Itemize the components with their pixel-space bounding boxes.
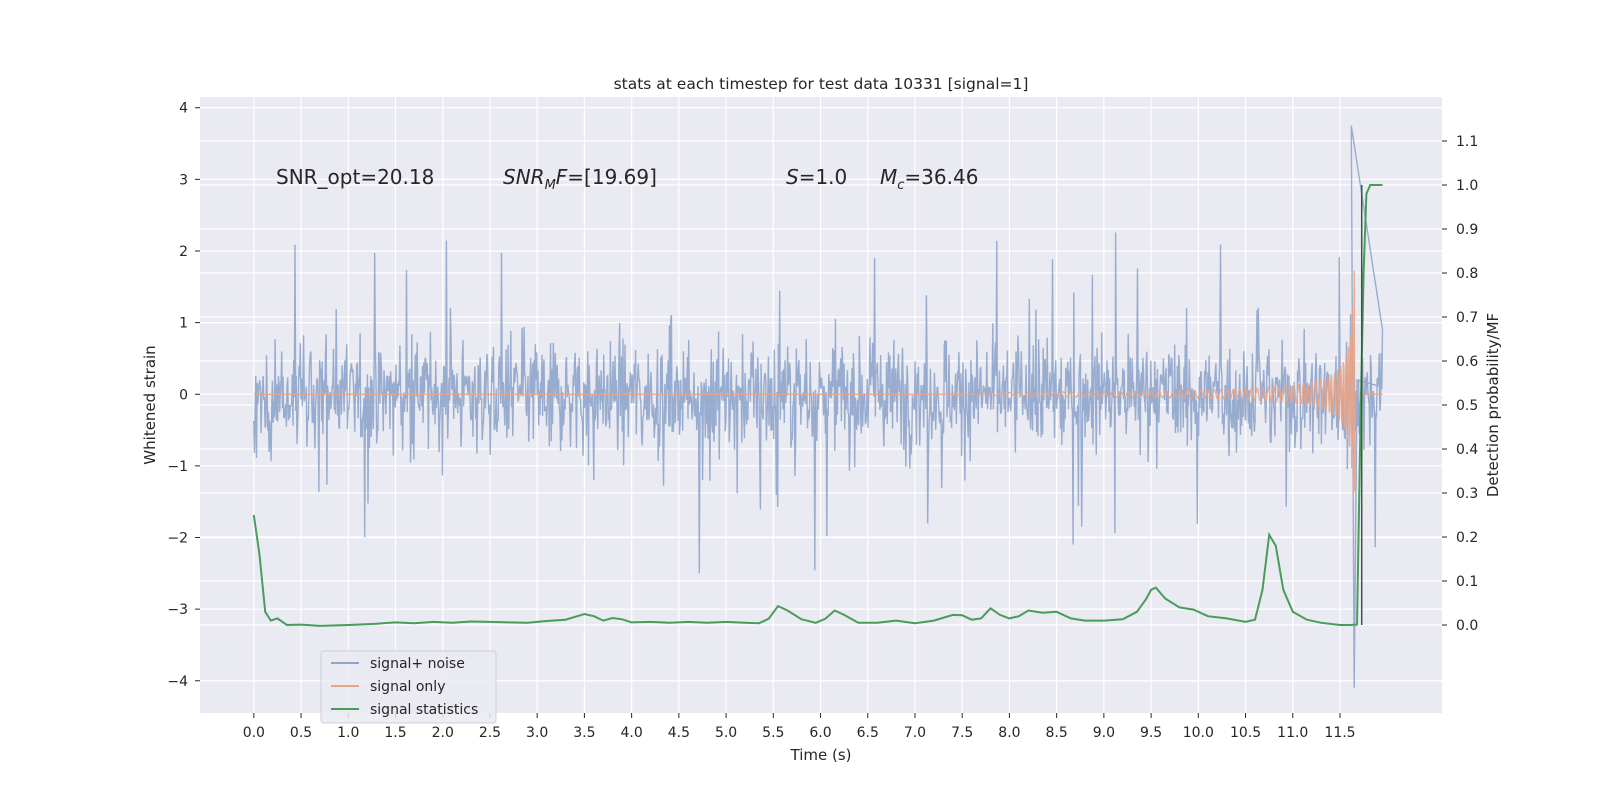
x-tick-label: 6.5 <box>857 725 879 741</box>
chart-title: stats at each timestep for test data 103… <box>614 75 1029 93</box>
x-tick-label: 4.0 <box>620 725 642 741</box>
x-tick-label: 1.0 <box>337 725 359 741</box>
line-signal-statistics <box>252 184 1383 627</box>
annotation-mc-symbol: M <box>880 165 897 189</box>
x-tick-label: 5.0 <box>715 725 737 741</box>
annotation-snr-mf-f: F <box>556 165 568 189</box>
y-right-tick-label: 0.4 <box>1456 442 1478 458</box>
x-tick-label: 4.5 <box>668 725 690 741</box>
y-right-tick-label: 0.2 <box>1456 530 1478 546</box>
annotation-snr-mf-value: =[19.69] <box>567 165 657 189</box>
x-tick-label: 3.5 <box>573 725 595 741</box>
y-right-tick-label: 0.5 <box>1456 398 1478 414</box>
series-signal-noise <box>253 125 1384 688</box>
annotation-snr-mf: SNRMF=[19.69] <box>503 165 657 193</box>
y-right-tick-label: 1.1 <box>1456 134 1478 150</box>
legend-label-signal-only: signal only <box>370 679 445 695</box>
x-tick-label: 10.0 <box>1183 725 1214 741</box>
y-right-tick-label: 0.6 <box>1456 354 1478 370</box>
y-right-tick-label: 0.7 <box>1456 310 1478 326</box>
annotation-mc-value: =36.46 <box>904 165 978 189</box>
x-tick-label: 10.5 <box>1230 725 1261 741</box>
y-right-tick-label: 0.8 <box>1456 266 1478 282</box>
y-right-tick-label: 0.1 <box>1456 574 1478 590</box>
axis-ticks: 0.0 0.5 1.0 1.5 2.0 2.5 3.0 3.5 4.0 4.5 5.0 5.5 6.0 6… <box>167 101 1478 741</box>
line-signal-noise <box>253 125 1384 688</box>
y-left-tick-label: −3 <box>167 602 188 618</box>
annotation-snr-mf-subscript: M <box>545 178 556 193</box>
x-tick-label: 0.0 <box>243 725 265 741</box>
y-right-tick-label: 0.9 <box>1456 222 1478 238</box>
legend-label-signal-statistics: signal statistics <box>370 702 478 718</box>
x-tick-label: 8.0 <box>998 725 1020 741</box>
line-signal-only <box>253 270 1383 499</box>
legend-label-signal-noise: signal+ noise <box>370 656 465 672</box>
annotation-snr-mf-symbol: SNR <box>503 165 545 189</box>
series-signal-statistics <box>252 184 1383 627</box>
y-left-tick-label: −1 <box>167 459 188 475</box>
annotation-s-value: =1.0 <box>799 165 848 189</box>
annotation-s: S=1.0 <box>786 165 847 189</box>
x-axis-label: Time (s) <box>790 746 852 764</box>
x-tick-label: 5.5 <box>762 725 784 741</box>
x-tick-label: 11.0 <box>1277 725 1308 741</box>
y-left-tick-label: 1 <box>179 316 188 332</box>
y-right-tick-label: 1.0 <box>1456 178 1478 194</box>
x-tick-label: 7.0 <box>904 725 926 741</box>
x-tick-label: 7.5 <box>951 725 973 741</box>
annotation-s-symbol: S <box>786 165 799 189</box>
y-right-tick-label: 0.3 <box>1456 486 1478 502</box>
x-tick-label: 9.0 <box>1093 725 1115 741</box>
annotation-snr-opt: SNR_opt=20.18 <box>276 165 434 189</box>
y-left-tick-label: 0 <box>179 387 188 403</box>
y-left-tick-label: −2 <box>167 531 188 547</box>
legend-box <box>320 650 497 724</box>
y-axis-label-right: Detection probability/MF <box>1484 313 1502 497</box>
x-tick-label: 2.0 <box>432 725 454 741</box>
legend: signal+ noise signal only signal statist… <box>320 650 497 724</box>
y-axis-label-left: Whitened strain <box>141 345 159 464</box>
annotation-mc: Mc=36.46 <box>880 165 978 193</box>
x-tick-label: 11.5 <box>1324 725 1355 741</box>
y-left-tick-label: −4 <box>167 674 188 690</box>
x-tick-label: 6.0 <box>809 725 831 741</box>
x-tick-label: 9.5 <box>1140 725 1162 741</box>
y-left-tick-label: 2 <box>179 244 188 260</box>
y-left-tick-label: 3 <box>179 172 188 188</box>
x-tick-label: 0.5 <box>290 725 312 741</box>
x-tick-label: 3.0 <box>526 725 548 741</box>
annotation-mc-subscript: c <box>897 178 904 193</box>
x-tick-label: 8.5 <box>1046 725 1068 741</box>
y-right-tick-label: 0.0 <box>1456 618 1478 634</box>
x-tick-label: 2.5 <box>479 725 501 741</box>
x-tick-label: 1.5 <box>384 725 406 741</box>
series-signal-only <box>253 270 1383 499</box>
y-left-tick-label: 4 <box>179 101 188 117</box>
